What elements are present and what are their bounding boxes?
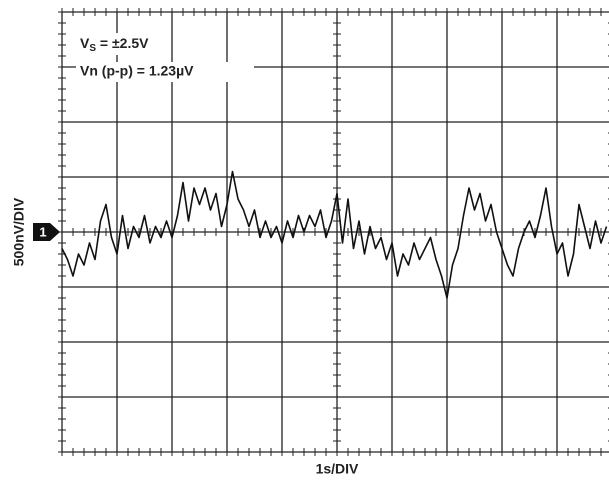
annotation-text: = ±2.5V [96,35,149,51]
annotation: Vn (p-p) = 1.23µV [80,63,194,79]
annotation-subscript: S [89,43,96,54]
x-axis-label: 1s/DIV [316,461,359,477]
noise-trace [61,170,608,299]
annotation-main: V [80,35,90,51]
y-axis-label: 500nV/DIV [11,197,27,266]
channel-marker-shape [33,223,60,241]
channel-marker-label: 1 [39,224,46,239]
annotation-background [76,33,156,55]
annotation: VS = ±2.5V [80,35,149,54]
trace-layer [61,170,608,299]
annotations: VS = ±2.5V Vn (p-p) = 1.23µV [76,33,254,82]
grid [58,8,609,456]
annotation-background [76,62,254,82]
